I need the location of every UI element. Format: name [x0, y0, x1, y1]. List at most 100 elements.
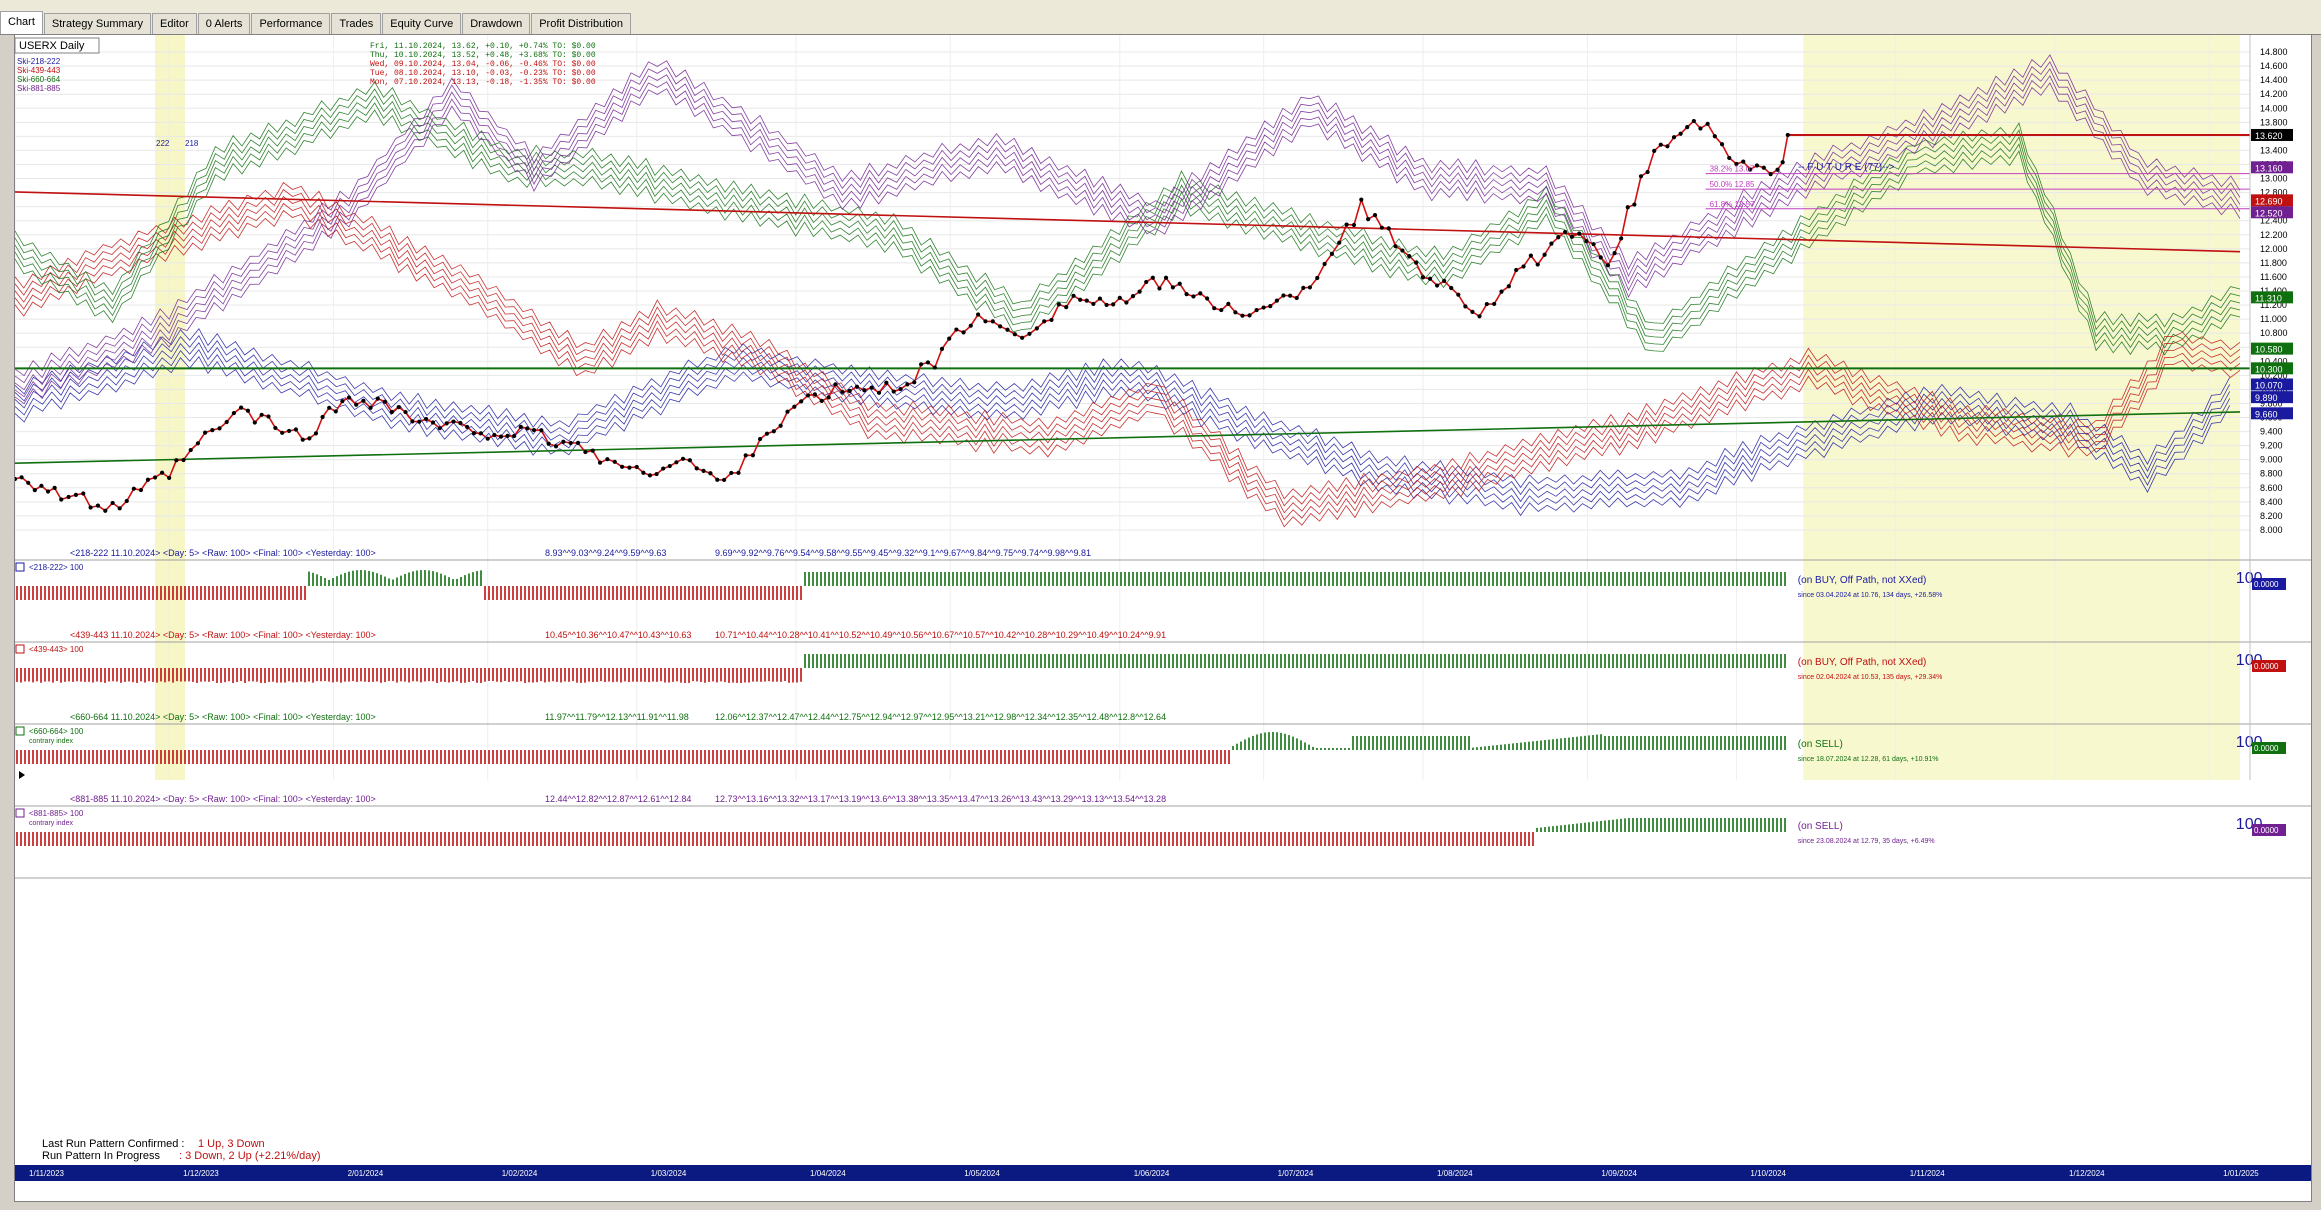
y-tick-label: 11.600	[2260, 272, 2287, 282]
panel-collapse-icon[interactable]	[15, 808, 25, 818]
price-dot	[286, 428, 292, 434]
price-dot	[1528, 253, 1533, 258]
tab-profit-distribution[interactable]: Profit Distribution	[531, 13, 631, 34]
panel-collapse-icon[interactable]	[15, 644, 25, 654]
price-dot	[1619, 236, 1624, 241]
price-dot	[1785, 132, 1790, 138]
price-dot	[458, 420, 463, 426]
price-dot	[1027, 331, 1032, 336]
price-dot	[634, 464, 639, 470]
price-dot	[1005, 327, 1010, 332]
x-tick-label: 1/10/2024	[1750, 1169, 1786, 1178]
price-dot	[1671, 135, 1677, 140]
panel-collapse-icon[interactable]	[15, 562, 25, 572]
price-dot	[785, 409, 790, 414]
run-pattern-progress-value: : 3 Down, 2 Up (+2.21%/day)	[179, 1150, 321, 1162]
price-dot	[1071, 293, 1076, 298]
axis-price-badge	[2251, 291, 2293, 304]
tab-editor[interactable]: Editor	[152, 13, 197, 34]
price-dot	[1652, 148, 1657, 153]
tab-performance[interactable]: Performance	[251, 13, 331, 34]
price-dot	[259, 412, 264, 417]
price-dot	[1130, 294, 1136, 299]
price-dot	[750, 453, 755, 458]
price-dot	[869, 385, 874, 390]
price-dot	[1598, 255, 1603, 260]
y-tick-label: 10.400	[2260, 356, 2288, 366]
price-dot	[619, 464, 625, 469]
price-dot	[701, 468, 706, 473]
price-dot	[39, 483, 44, 488]
y-tick-label: 14.400	[2260, 75, 2288, 85]
price-history-row: Fri, 11.10.2024, 13.62, +0.10, +0.74% TO…	[370, 42, 596, 51]
price-dot	[826, 395, 831, 400]
axis-price-badge-text: 9.660	[2255, 409, 2278, 419]
panel-header: <218-222 11.10.2024> <Day: 5> <Raw: 100>…	[70, 548, 376, 558]
tab-alerts[interactable]: 0 Alerts	[197, 13, 251, 34]
wave-band-line	[14, 188, 2241, 507]
x-tick-label: 1/11/2024	[1910, 1169, 1946, 1178]
price-dot	[1117, 295, 1122, 300]
price-dot	[389, 409, 394, 415]
price-dot	[1191, 294, 1196, 299]
price-dot	[59, 497, 64, 502]
x-tick-label: 1/01/2025	[2223, 1169, 2259, 1178]
x-tick-label: 1/11/2023	[29, 1169, 65, 1178]
price-dot	[605, 457, 610, 462]
price-dot	[403, 409, 408, 415]
panel-sub-label: <218-222> 100	[29, 563, 84, 572]
tab-strategy-summary[interactable]: Strategy Summary	[43, 13, 151, 34]
axis-price-badge-text: 9.890	[2255, 393, 2278, 403]
price-dot	[224, 419, 229, 425]
price-dot	[1768, 172, 1773, 177]
play-arrow-icon[interactable]	[19, 771, 25, 779]
legend-entry: Ski-439-443	[17, 66, 61, 75]
price-dot	[1268, 304, 1273, 309]
price-dot	[647, 473, 653, 478]
y-tick-label: 12.400	[2260, 216, 2288, 226]
price-dot	[203, 430, 208, 435]
price-dot	[103, 508, 108, 513]
price-history-row: Mon, 07.10.2024, 13.13, -0.18, -1.35% TO…	[370, 78, 596, 87]
price-dot	[1366, 217, 1371, 222]
tab-equity-curve[interactable]: Equity Curve	[382, 13, 462, 34]
future-zone	[1803, 35, 2240, 780]
tab-drawdown[interactable]: Drawdown	[462, 13, 531, 34]
y-tick-label: 9.400	[2260, 427, 2283, 437]
price-dot	[1124, 300, 1129, 305]
price-dot	[1780, 160, 1785, 165]
price-dot	[1097, 296, 1103, 301]
tab-trades[interactable]: Trades	[331, 13, 382, 34]
price-dot	[961, 330, 966, 335]
price-dot	[1584, 239, 1589, 244]
price-dot	[1449, 285, 1454, 291]
wave-band-line	[14, 95, 2241, 342]
panel-values-recent: 8.93^^9.03^^9.24^^9.59^^9.63	[545, 548, 666, 558]
price-dot	[932, 365, 937, 370]
panel-values-recent: 12.44^^12.82^^12.87^^12.61^^12.84	[545, 794, 691, 804]
price-dot	[568, 440, 573, 446]
wave-band-line	[14, 102, 2241, 349]
price-dot	[138, 487, 143, 493]
price-dot	[1020, 335, 1025, 340]
price-dot	[1212, 306, 1217, 311]
price-dot	[1556, 235, 1561, 240]
axis-price-badge-text: 12.690	[2255, 196, 2283, 206]
price-dot	[1274, 298, 1279, 303]
chart-area[interactable]: <218-222 11.10.2024> <Day: 5> <Raw: 100>…	[12, 34, 2312, 1202]
price-dot	[1144, 279, 1149, 285]
panel-collapse-icon[interactable]	[15, 726, 25, 736]
panel-sub-label-2: contrary index	[29, 738, 73, 745]
price-dot	[444, 421, 449, 426]
price-dot	[1344, 222, 1349, 227]
price-dot	[715, 477, 720, 482]
wave-band-line	[14, 181, 2241, 500]
price-dot	[905, 382, 910, 387]
price-dot	[19, 475, 24, 480]
panel-badge	[2252, 660, 2286, 672]
price-dot	[73, 492, 79, 498]
panel-header: <660-664 11.10.2024> <Day: 5> <Raw: 100>…	[70, 712, 376, 722]
chart-canvas[interactable]: <218-222 11.10.2024> <Day: 5> <Raw: 100>…	[12, 35, 2311, 1201]
y-tick-label: 11.400	[2260, 286, 2287, 296]
tab-chart[interactable]: Chart	[0, 11, 43, 34]
